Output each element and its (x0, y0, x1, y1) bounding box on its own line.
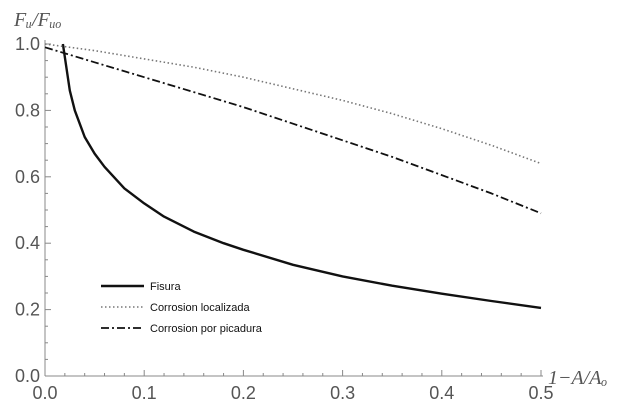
y-tick-label: 0.6 (15, 167, 40, 187)
x-tick-label: 0.5 (528, 383, 553, 401)
axes: 0.0 0.1 0.2 0.3 0.4 0.5 0.0 0.2 0.4 0.6 0.8 1.0 (15, 34, 554, 401)
y-tick-label: 0.0 (15, 366, 40, 386)
x-axis-title: 1−A/Aₒ (548, 367, 607, 389)
series-line-2 (44, 43, 542, 165)
legend-label-2: Corrosion localizada (150, 302, 251, 314)
legend-label-3: Corrosion por picadura (150, 323, 263, 335)
y-tick-label: 0.4 (15, 233, 40, 253)
y-tick-label: 0.8 (15, 100, 40, 120)
legend-label-1: Fisura (150, 281, 181, 293)
series-line-1 (61, 43, 542, 310)
x-tick-label: 0.0 (32, 383, 57, 401)
x-tick-label: 0.1 (132, 383, 157, 401)
legend: Fisura Corrosion localizada Corrosion por … (101, 281, 263, 335)
series-layer (44, 43, 542, 310)
series-line-3 (44, 46, 542, 215)
x-tick-label: 0.2 (231, 383, 256, 401)
y-axis-title: Fᵤ/Fᵤₒ (13, 9, 62, 31)
y-tick-label: 0.2 (15, 300, 40, 320)
x-tick-label: 0.4 (429, 383, 454, 401)
x-tick-label: 0.3 (330, 383, 355, 401)
y-tick-label: 1.0 (15, 34, 40, 54)
